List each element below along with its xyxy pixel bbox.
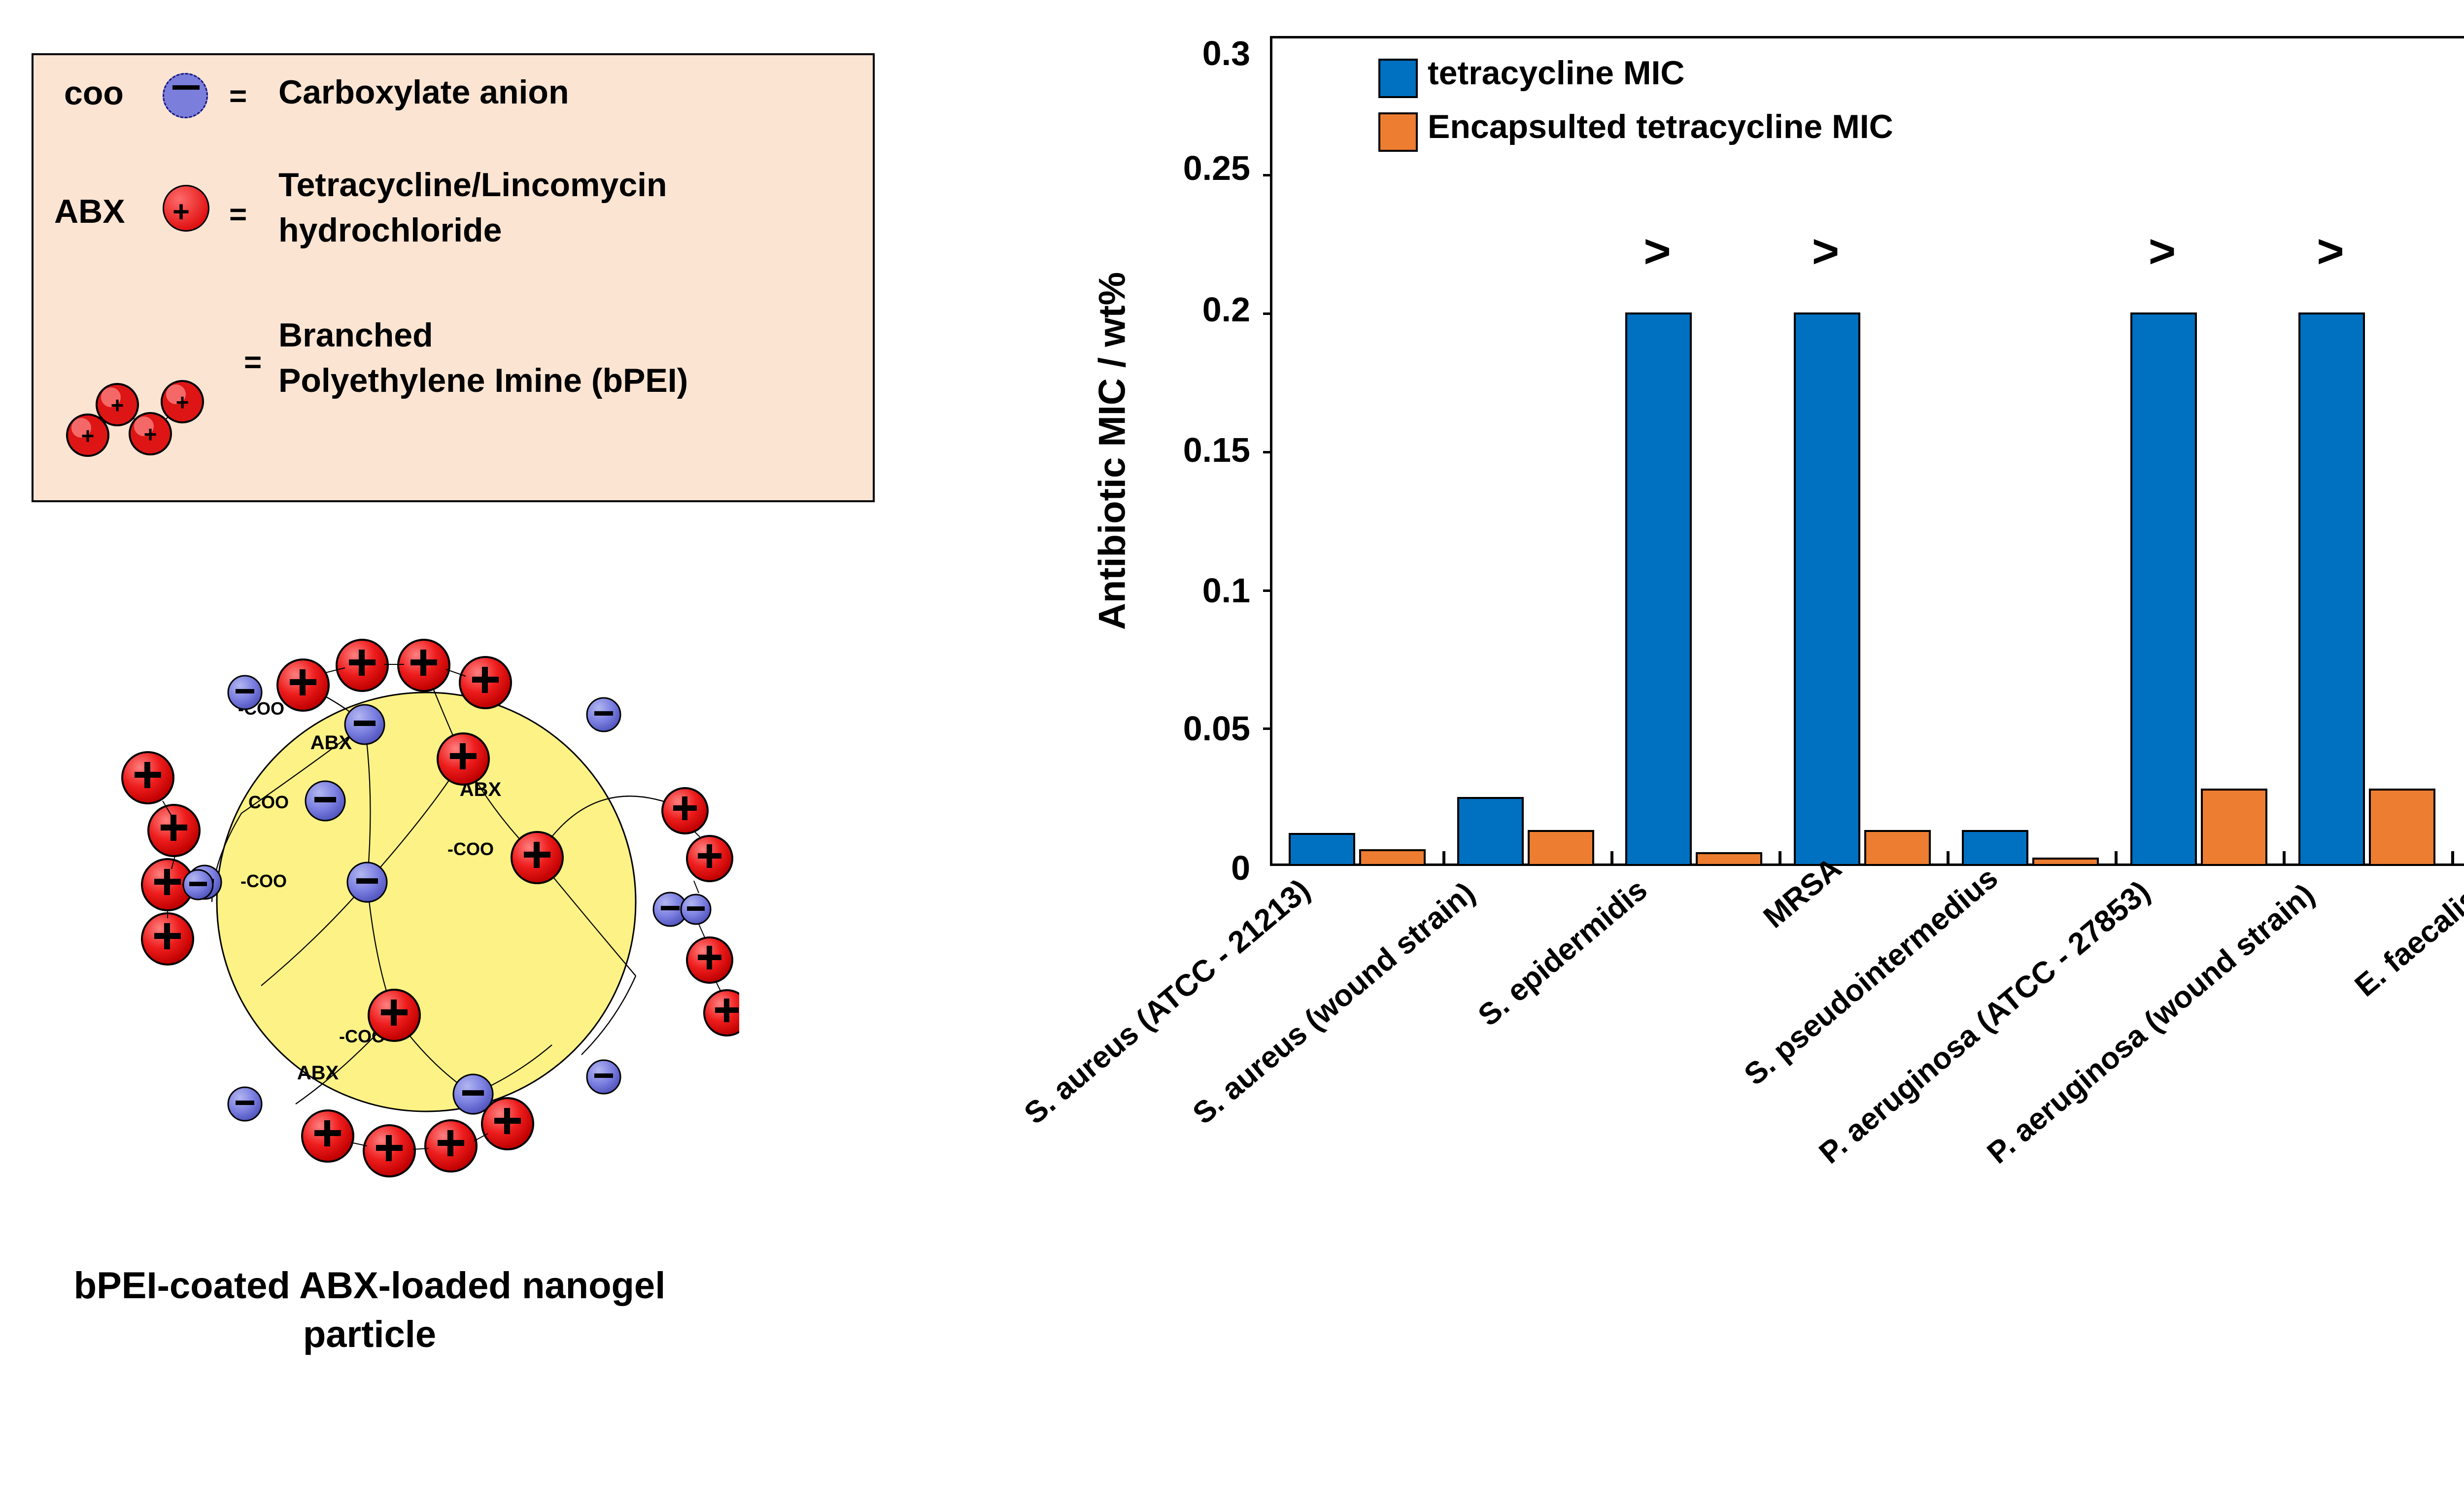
- svg-text:COO: COO: [248, 792, 289, 812]
- svg-text:ABX: ABX: [310, 732, 352, 754]
- svg-text:+: +: [176, 389, 189, 415]
- svg-text:+: +: [111, 392, 124, 418]
- svg-text:+: +: [144, 421, 157, 447]
- svg-text:+: +: [81, 423, 95, 449]
- svg-text:ABX: ABX: [297, 1062, 339, 1084]
- svg-text:-COO: -COO: [240, 871, 287, 891]
- svg-text:-COO: -COO: [447, 839, 494, 859]
